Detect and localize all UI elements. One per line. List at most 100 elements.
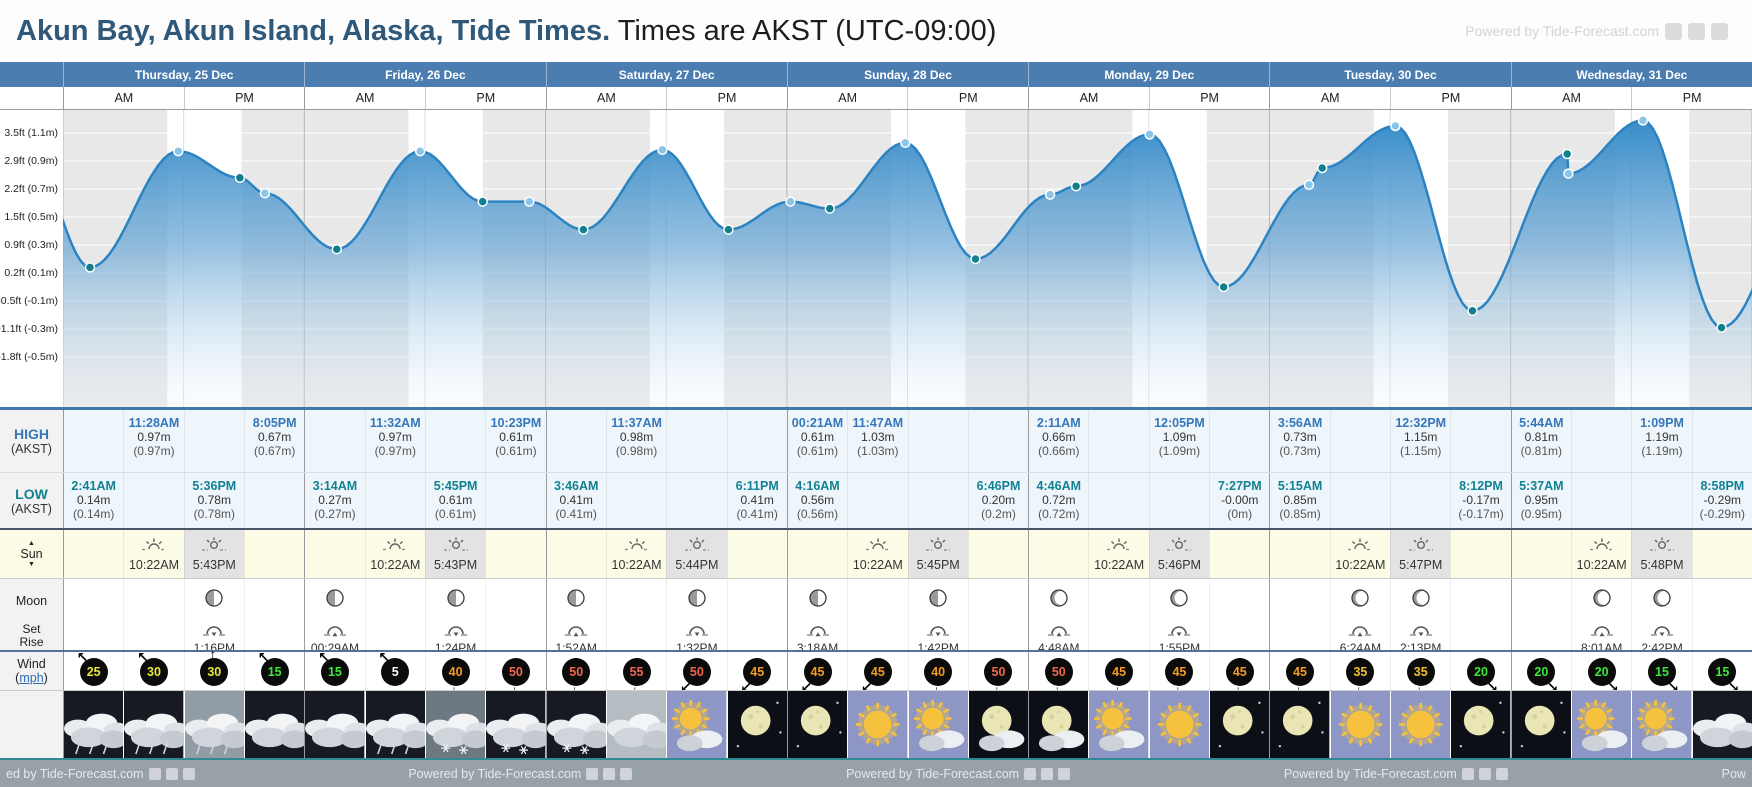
- high-height: 0.81m: [1524, 430, 1559, 444]
- mph-unit-link[interactable]: mph: [19, 671, 44, 685]
- low-tide-entry: 5:15AM 0.85m (0.85m): [1278, 479, 1322, 521]
- low-datum: (0.78m): [193, 507, 235, 521]
- sun-day-cell: 10:22AM 5:48PM: [1510, 530, 1752, 578]
- wind-day-cell: 50↓ 45↓ 45↓ 45↓: [1028, 652, 1269, 697]
- low-height: 0.56m: [800, 493, 835, 507]
- quarter-cell: [64, 530, 123, 578]
- wind-badge: 5 ↖: [378, 650, 410, 686]
- wind-direction-arrow-icon: ↘: [1727, 679, 1740, 695]
- dayhead-day-cell: Saturday, 27 Dec: [545, 62, 787, 87]
- wind-day-cell: 20 ↘ 20 ↘ 15 ↘ 15 ↘: [1510, 652, 1752, 694]
- quarter-cell: [243, 622, 304, 650]
- quarter-cell: 4:16AM 0.56m (0.56m): [788, 473, 847, 528]
- wind-badge: 45↓: [1225, 658, 1254, 697]
- weather-icon-sleet-night: [364, 691, 425, 758]
- low-time: 2:41AM: [71, 479, 116, 493]
- powered-by-watermark: Powered by Tide-Forecast.com: [1465, 22, 1728, 40]
- high-tide-entry: 00:21AM 0.61m (0.61m): [792, 416, 843, 458]
- wind-speed: 45: [1232, 665, 1247, 679]
- high-tide-row: 11:28AM 0.97m (0.97m) 8:05PM 0.67m (0.67m) 11:…: [63, 407, 1752, 472]
- quarter-cell: 5:44PM: [666, 530, 727, 578]
- quarter-cell: 45 ↙: [788, 652, 847, 694]
- footer-watermark-partial: Pow: [1722, 767, 1746, 781]
- quarter-cell: 3:46AM 0.41m (0.41m): [547, 473, 606, 528]
- setrise-day-cell: 8:01AM 2:42PM: [1510, 622, 1752, 654]
- moon-phase-icon: [808, 588, 828, 613]
- high-datum: (0.61m): [495, 444, 537, 458]
- weather-icon-sun: [1329, 691, 1391, 758]
- am-label: AM: [1079, 91, 1099, 105]
- quarter-cell: [305, 410, 364, 472]
- watermark-icon[interactable]: [1711, 22, 1728, 40]
- low-datum: (0.14m): [72, 507, 115, 521]
- wind-badge: 40↓: [924, 658, 953, 697]
- high-tide-entry: 1:09PM 1.19m (1.19m): [1640, 416, 1684, 458]
- powered-by-text: Powered by Tide-Forecast.com: [1465, 23, 1659, 39]
- quarter-cell: 50↓: [485, 652, 545, 697]
- wind-direction-arrow-icon: ↖: [257, 649, 270, 665]
- high-tide-entry: 3:56AM 0.73m (0.73m): [1278, 416, 1322, 458]
- sunset-icon: [201, 536, 227, 557]
- quarter-cell: [1088, 473, 1148, 528]
- y-axis-tick-label: 3.5ft (1.1m): [4, 127, 58, 139]
- quarter-cell: [364, 579, 425, 622]
- quarter-cell: 35↓: [1390, 652, 1450, 697]
- dayhead-day-cell: Wednesday, 31 Dec: [1510, 62, 1752, 87]
- sunset: 5:43PM: [426, 530, 485, 578]
- wind-speed: 40: [931, 665, 946, 679]
- low-datum: (0.85m): [1279, 507, 1321, 521]
- day-header: Monday, 29 Dec: [1104, 67, 1195, 82]
- low-height: 0.72m: [1042, 493, 1076, 507]
- day-header: Friday, 26 Dec: [385, 67, 466, 82]
- wind-direction-arrow-icon: ↖: [378, 649, 390, 665]
- moon-label: Moon: [15, 593, 48, 608]
- quarter-cell: 50↓: [547, 652, 606, 697]
- moonset-icon: [926, 622, 950, 642]
- low-datum: (0.72m): [1038, 507, 1080, 521]
- moon-phase-icon: [1652, 588, 1672, 613]
- quarter-cell: [243, 473, 304, 528]
- wind-speed: 25: [86, 665, 101, 679]
- quarter-cell: 5:47PM: [1390, 530, 1451, 578]
- quarter-cell: 00:29AM: [305, 622, 364, 654]
- sun-day-cell: 10:22AM 5:46PM: [1028, 530, 1269, 578]
- sunset-time: 5:46PM: [1157, 558, 1201, 572]
- watermark-icon[interactable]: [1665, 22, 1682, 40]
- sunrise: 10:22AM: [1572, 530, 1631, 578]
- low-tide-row: 2:41AM 0.14m (0.14m) 5:36PM 0.78m (0.78m) 3:14…: [63, 472, 1752, 528]
- y-axis-labels: 4.2ft (1.3m) 3.5ft (1.1m) 2.9ft (0.9m) 2.2f…: [0, 110, 63, 407]
- quarter-cell: 6:46PM 0.20m (0.2m): [967, 473, 1028, 528]
- low-height: 0.85m: [1283, 493, 1317, 507]
- sunrise-arrow-icon: ▲: [28, 540, 35, 547]
- set-label: Set: [22, 621, 41, 636]
- wind-speed: 15: [327, 665, 342, 679]
- wind-speed: 50: [991, 665, 1006, 679]
- wind-badge: 45 ↙: [861, 658, 892, 694]
- low-tide-entry: 3:46AM 0.41m (0.41m): [554, 479, 598, 521]
- tide-table: 4.2ft (1.3m) 3.5ft (1.1m) 2.9ft (0.9m) 2.2f…: [0, 62, 1752, 758]
- watermark-icon[interactable]: [1688, 22, 1705, 40]
- pm-label: PM: [907, 87, 1028, 109]
- quarter-cell: 11:37AM 0.98m (0.98m): [605, 410, 666, 472]
- low-time: 3:14AM: [312, 479, 358, 493]
- tide-curve-svg: [63, 110, 1752, 407]
- high-datum: (0.66m): [1038, 444, 1080, 458]
- quarter-cell: [123, 473, 183, 528]
- quarter-cell: [1512, 530, 1571, 578]
- am-label: AM: [1562, 91, 1581, 105]
- low-tide-entry: 6:46PM 0.20m (0.2m): [977, 479, 1021, 521]
- weather-icon-rain-night: [123, 691, 184, 758]
- wind-badge: 50↓: [1044, 658, 1073, 697]
- wind-speed: 50: [569, 665, 584, 679]
- high-datum: (0.67m): [253, 444, 296, 458]
- footer-watermark-icon: [1024, 767, 1037, 780]
- low-time: 6:46PM: [976, 479, 1021, 493]
- high-datum: (0.97m): [133, 444, 175, 458]
- high-time: 10:23PM: [490, 416, 542, 430]
- moonrise-icon: [1047, 622, 1071, 642]
- quarter-cell: 5 ↖: [364, 650, 425, 690]
- high-time: 3:56AM: [1277, 416, 1323, 430]
- y-axis-tick-label: 0.9ft (0.3m): [4, 239, 58, 251]
- quarter-cell: [1270, 530, 1329, 578]
- setrise-day-cell: 4:48AM 1:55PM: [1028, 622, 1269, 654]
